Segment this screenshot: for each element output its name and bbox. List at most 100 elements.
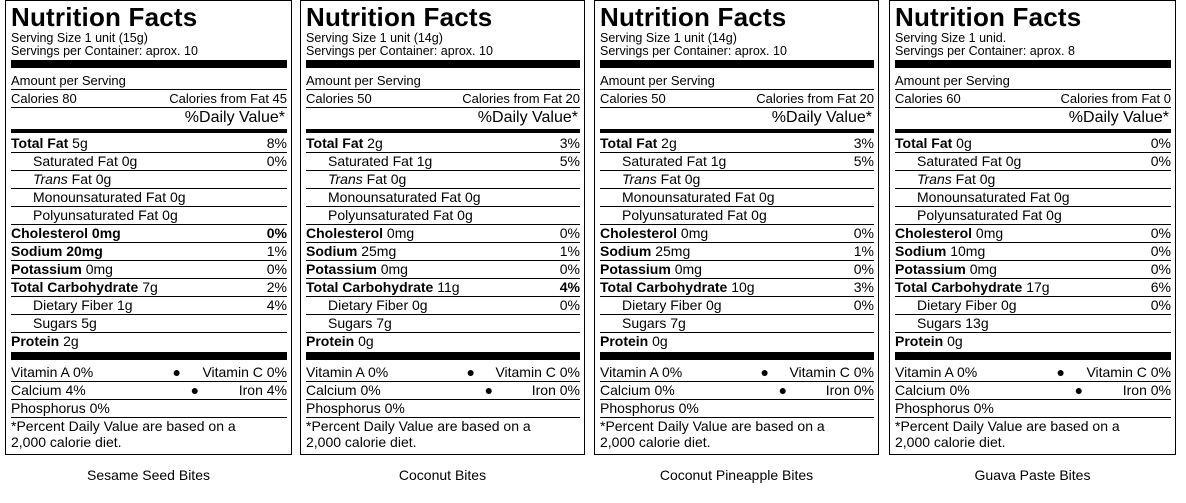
footnote: *Percent Daily Value are based on a 2,000… xyxy=(600,418,825,450)
nutrition-label-sesame: Nutrition Facts Serving Size 1 unit (15g… xyxy=(5,0,292,455)
bullet-icon: ● xyxy=(190,382,200,398)
servings-per-container: Servings per Container: aprox. 10 xyxy=(11,44,198,58)
total-fat-row: Total Fat 2g 3% xyxy=(600,135,874,153)
divider-thick xyxy=(306,352,580,360)
phosphorus-row: Phosphorus 0% xyxy=(895,400,1171,418)
vitamin-row: Vitamin A 0% ● Vitamin C 0% xyxy=(600,364,874,382)
divider-thick xyxy=(306,60,580,68)
carbohydrate-row: Total Carbohydrate 17g 6% xyxy=(895,279,1171,297)
divider-mid xyxy=(600,129,874,133)
sodium-row: Sodium 10mg 0% xyxy=(895,243,1171,261)
bullet-icon: ● xyxy=(466,364,475,380)
carbohydrate-row: Total Carbohydrate 7g 2% xyxy=(11,279,287,297)
daily-value-header: %Daily Value* xyxy=(771,109,872,126)
protein-row: Protein 0g xyxy=(895,333,963,349)
saturated-fat-row: Saturated Fat 1g 5% xyxy=(306,153,580,171)
cholesterol-row: Cholesterol 0mg 0% xyxy=(895,225,1171,243)
saturated-fat-row: Saturated Fat 1g 5% xyxy=(600,153,874,171)
sodium-row: Sodium 20mg 1% xyxy=(11,243,287,261)
divider-thick xyxy=(600,352,874,360)
caption-sesame: Sesame Seed Bites xyxy=(87,467,210,483)
mono-fat-row: Monounsaturated Fat 0g xyxy=(895,189,1171,207)
divider-mid xyxy=(895,129,1171,133)
amount-per-serving: Amount per Serving xyxy=(895,72,1171,90)
trans-fat-row: Trans Fat 0g xyxy=(306,171,580,189)
sugars-row: Sugars 7g xyxy=(600,315,874,333)
divider-thick xyxy=(11,60,287,68)
poly-fat-row: Polyunsaturated Fat 0g xyxy=(306,207,580,225)
caption-coconut: Coconut Bites xyxy=(398,467,487,483)
divider-thick xyxy=(895,352,1171,360)
label-title: Nutrition Facts xyxy=(11,2,198,32)
amount-per-serving: Amount per Serving xyxy=(600,72,874,90)
potassium-row: Potassium 0mg 0% xyxy=(895,261,1171,279)
bullet-icon: ● xyxy=(484,382,494,398)
mineral-row: Calcium 0% ● Iron 0% xyxy=(600,382,874,400)
carbohydrate-row: Total Carbohydrate 10g 3% xyxy=(600,279,874,297)
nutrition-label-coconut: Nutrition Facts Serving Size 1 unit (14g… xyxy=(300,0,585,455)
nutrition-label-guava: Nutrition Facts Serving Size 1 unid. Ser… xyxy=(889,0,1176,455)
cholesterol-row: Cholesterol 0mg 0% xyxy=(600,225,874,243)
sugars-row: Sugars 5g xyxy=(11,315,287,333)
fiber-row: Dietary Fiber 0g 0% xyxy=(895,297,1171,315)
bullet-icon: ● xyxy=(760,364,769,380)
bullet-icon: ● xyxy=(1074,382,1084,398)
label-title: Nutrition Facts xyxy=(895,2,1082,32)
protein-row: Protein 2g xyxy=(11,333,79,349)
mineral-row: Calcium 0% ● Iron 0% xyxy=(306,382,580,400)
calories-row: Calories 50 Calories from Fat 20 xyxy=(600,91,874,108)
bullet-icon: ● xyxy=(1056,364,1065,380)
sugars-row: Sugars 7g xyxy=(306,315,580,333)
total-fat-row: Total Fat 5g 8% xyxy=(11,135,287,153)
fiber-row: Dietary Fiber 1g 4% xyxy=(11,297,287,315)
sugars-row: Sugars 13g xyxy=(895,315,1171,333)
saturated-fat-row: Saturated Fat 0g 0% xyxy=(895,153,1171,171)
trans-fat-row: Trans Fat 0g xyxy=(895,171,1171,189)
divider-thick xyxy=(895,60,1171,68)
poly-fat-row: Polyunsaturated Fat 0g xyxy=(895,207,1171,225)
servings-per-container: Servings per Container: aprox. 10 xyxy=(600,44,787,58)
phosphorus-row: Phosphorus 0% xyxy=(600,400,874,418)
cholesterol-row: Cholesterol 0mg 0% xyxy=(11,225,287,243)
mineral-row: Calcium 4% ● Iron 4% xyxy=(11,382,287,400)
poly-fat-row: Polyunsaturated Fat 0g xyxy=(11,207,287,225)
phosphorus-row: Phosphorus 0% xyxy=(306,400,580,418)
serving-size: Serving Size 1 unit (15g) xyxy=(11,31,148,45)
footnote: *Percent Daily Value are based on a 2,000… xyxy=(306,418,531,450)
calories-row: Calories 50 Calories from Fat 20 xyxy=(306,91,580,108)
divider-thick xyxy=(11,352,287,360)
daily-value-header: %Daily Value* xyxy=(184,109,285,126)
saturated-fat-row: Saturated Fat 0g 0% xyxy=(11,153,287,171)
daily-value-header: %Daily Value* xyxy=(1068,109,1169,126)
fiber-row: Dietary Fiber 0g 0% xyxy=(306,297,580,315)
amount-per-serving: Amount per Serving xyxy=(306,72,580,90)
mono-fat-row: Monounsaturated Fat 0g xyxy=(306,189,580,207)
serving-size: Serving Size 1 unid. xyxy=(895,31,1007,45)
poly-fat-row: Polyunsaturated Fat 0g xyxy=(600,207,874,225)
footnote: *Percent Daily Value are based on a 2,000… xyxy=(11,418,236,450)
trans-fat-row: Trans Fat 0g xyxy=(11,171,287,189)
servings-per-container: Servings per Container: aprox. 10 xyxy=(306,44,493,58)
calories-row: Calories 80 Calories from Fat 45 xyxy=(11,91,287,108)
divider-mid xyxy=(306,129,580,133)
mineral-row: Calcium 0% ● Iron 0% xyxy=(895,382,1171,400)
protein-row: Protein 0g xyxy=(306,333,374,349)
bullet-icon: ● xyxy=(172,364,181,380)
phosphorus-row: Phosphorus 0% xyxy=(11,400,287,418)
daily-value-header: %Daily Value* xyxy=(477,109,578,126)
nutrition-label-coconut-pineapple: Nutrition Facts Serving Size 1 unit (14g… xyxy=(594,0,879,455)
footnote: *Percent Daily Value are based on a 2,000… xyxy=(895,418,1120,450)
divider-thick xyxy=(600,60,874,68)
servings-per-container: Servings per Container: aprox. 8 xyxy=(895,44,1075,58)
potassium-row: Potassium 0mg 0% xyxy=(600,261,874,279)
serving-size: Serving Size 1 unit (14g) xyxy=(306,31,443,45)
vitamin-row: Vitamin A 0% ● Vitamin C 0% xyxy=(895,364,1171,382)
label-title: Nutrition Facts xyxy=(600,2,787,32)
total-fat-row: Total Fat 0g 0% xyxy=(895,135,1171,153)
calories-row: Calories 60 Calories from Fat 0 xyxy=(895,91,1171,108)
sodium-row: Sodium 25mg 1% xyxy=(306,243,580,261)
sodium-row: Sodium 25mg 1% xyxy=(600,243,874,261)
mono-fat-row: Monounsaturated Fat 0g xyxy=(600,189,874,207)
caption-coconut-pineapple: Coconut Pineapple Bites xyxy=(659,467,814,483)
fiber-row: Dietary Fiber 0g 0% xyxy=(600,297,874,315)
